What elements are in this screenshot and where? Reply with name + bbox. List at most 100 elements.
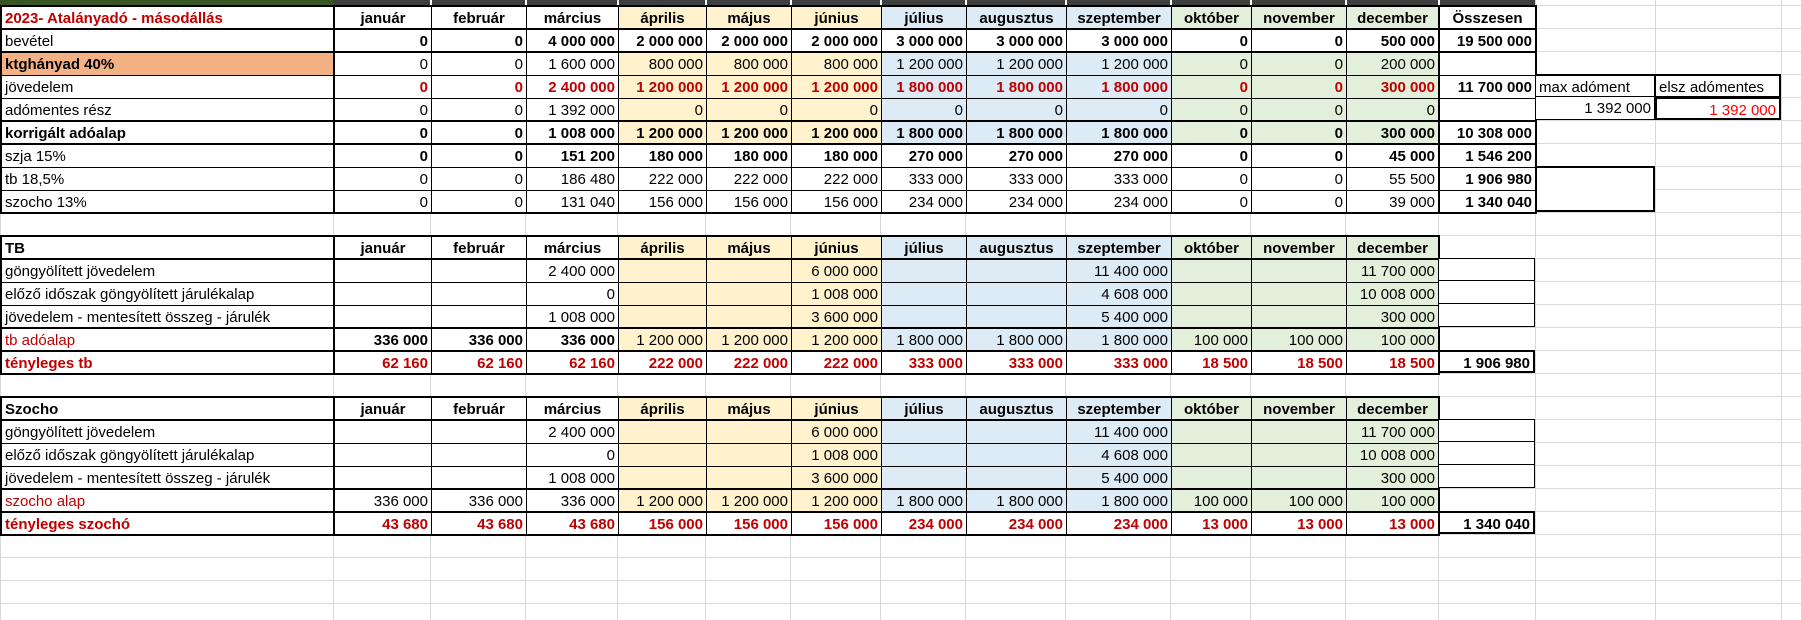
month-header[interactable]: június	[792, 7, 882, 30]
value-cell[interactable]: 3 600 000	[792, 467, 882, 490]
value-cell[interactable]: 0	[1172, 191, 1252, 214]
value-cell[interactable]: 222 000	[707, 352, 792, 375]
value-cell[interactable]: 0	[1172, 122, 1252, 145]
value-cell[interactable]: 0	[1252, 53, 1347, 76]
row-label[interactable]: szja 15%	[2, 145, 335, 168]
value-cell[interactable]: 2 000 000	[707, 30, 792, 53]
value-cell[interactable]: 180 000	[619, 145, 707, 168]
value-cell[interactable]	[707, 421, 792, 444]
row-label[interactable]: göngyölített jövedelem	[2, 260, 335, 283]
value-cell[interactable]: 100 000	[1347, 490, 1440, 513]
value-cell[interactable]: 270 000	[882, 145, 967, 168]
value-cell[interactable]: 0	[1252, 122, 1347, 145]
month-header[interactable]: január	[335, 398, 432, 421]
value-cell[interactable]: 156 000	[792, 191, 882, 214]
value-cell[interactable]: 1 800 000	[967, 122, 1067, 145]
value-cell[interactable]: 800 000	[792, 53, 882, 76]
value-cell[interactable]: 500 000	[1347, 30, 1440, 53]
value-cell[interactable]	[1172, 467, 1252, 490]
row-label[interactable]: adómentes rész	[2, 99, 335, 122]
total-cell[interactable]: 11 700 000	[1440, 76, 1537, 99]
value-cell[interactable]: 100 000	[1172, 490, 1252, 513]
value-cell[interactable]: 11 700 000	[1347, 421, 1440, 444]
value-cell[interactable]: 45 000	[1347, 145, 1440, 168]
value-cell[interactable]: 5 400 000	[1067, 306, 1172, 329]
value-cell[interactable]: 1 200 000	[882, 53, 967, 76]
value-cell[interactable]: 300 000	[1347, 467, 1440, 490]
row-label[interactable]: korrigált adóalap	[2, 122, 335, 145]
month-header[interactable]: július	[882, 7, 967, 30]
value-cell[interactable]	[882, 260, 967, 283]
value-cell[interactable]	[335, 467, 432, 490]
value-cell[interactable]: 1 800 000	[882, 329, 967, 352]
row-label[interactable]: ktghányad 40%	[2, 53, 335, 76]
value-cell[interactable]: 11 400 000	[1067, 260, 1172, 283]
row-label[interactable]: szocho alap	[2, 490, 335, 513]
value-cell[interactable]	[1172, 283, 1252, 306]
month-header[interactable]: február	[432, 7, 527, 30]
value-cell[interactable]: 333 000	[967, 168, 1067, 191]
month-header[interactable]: április	[619, 237, 707, 260]
value-cell[interactable]	[967, 421, 1067, 444]
value-cell[interactable]: 0	[432, 145, 527, 168]
value-cell[interactable]: 0	[792, 99, 882, 122]
value-cell[interactable]	[1172, 444, 1252, 467]
value-cell[interactable]: 0	[707, 99, 792, 122]
value-cell[interactable]	[967, 283, 1067, 306]
value-cell[interactable]: 234 000	[967, 191, 1067, 214]
empty-total-cell[interactable]	[1438, 258, 1535, 281]
value-cell[interactable]: 234 000	[1067, 191, 1172, 214]
value-cell[interactable]: 0	[335, 76, 432, 99]
value-cell[interactable]: 100 000	[1252, 490, 1347, 513]
value-cell[interactable]	[1252, 260, 1347, 283]
value-cell[interactable]: 1 800 000	[1067, 329, 1172, 352]
value-cell[interactable]: 234 000	[967, 513, 1067, 536]
month-header[interactable]: március	[527, 398, 619, 421]
total-cell[interactable]	[1440, 53, 1537, 76]
value-cell[interactable]: 0	[335, 168, 432, 191]
row-label[interactable]: tényleges tb	[2, 352, 335, 375]
value-cell[interactable]: 13 000	[1172, 513, 1252, 536]
value-cell[interactable]: 1 600 000	[527, 53, 619, 76]
month-header[interactable]: május	[707, 7, 792, 30]
value-cell[interactable]: 800 000	[619, 53, 707, 76]
value-cell[interactable]: 11 700 000	[1347, 260, 1440, 283]
month-header[interactable]: július	[882, 237, 967, 260]
row-label[interactable]: jövedelem - mentesített összeg - járulék	[2, 306, 335, 329]
value-cell[interactable]: 0	[1252, 76, 1347, 99]
value-cell[interactable]: 0	[1252, 145, 1347, 168]
value-cell[interactable]	[707, 306, 792, 329]
value-cell[interactable]: 234 000	[882, 191, 967, 214]
elsz-adomentes-header[interactable]: elsz adómentes	[1655, 74, 1781, 97]
value-cell[interactable]: 1 008 000	[527, 306, 619, 329]
value-cell[interactable]: 0	[527, 283, 619, 306]
value-cell[interactable]: 2 400 000	[527, 76, 619, 99]
month-header[interactable]: október	[1172, 398, 1252, 421]
value-cell[interactable]: 300 000	[1347, 306, 1440, 329]
value-cell[interactable]: 0	[1067, 99, 1172, 122]
empty-total-cell[interactable]	[1438, 465, 1535, 488]
value-cell[interactable]: 336 000	[432, 490, 527, 513]
value-cell[interactable]: 333 000	[967, 352, 1067, 375]
value-cell[interactable]	[619, 444, 707, 467]
value-cell[interactable]: 1 200 000	[792, 122, 882, 145]
value-cell[interactable]: 0	[967, 99, 1067, 122]
value-cell[interactable]: 0	[527, 444, 619, 467]
value-cell[interactable]: 336 000	[527, 490, 619, 513]
value-cell[interactable]: 0	[335, 30, 432, 53]
value-cell[interactable]	[967, 444, 1067, 467]
month-header[interactable]: december	[1347, 237, 1440, 260]
value-cell[interactable]: 0	[1172, 99, 1252, 122]
value-cell[interactable]	[967, 306, 1067, 329]
value-cell[interactable]: 1 200 000	[792, 76, 882, 99]
value-cell[interactable]: 62 160	[527, 352, 619, 375]
row-label[interactable]: göngyölített jövedelem	[2, 421, 335, 444]
month-header[interactable]: október	[1172, 237, 1252, 260]
month-header[interactable]: június	[792, 237, 882, 260]
month-header[interactable]: szeptember	[1067, 7, 1172, 30]
value-cell[interactable]	[967, 260, 1067, 283]
value-cell[interactable]: 18 500	[1172, 352, 1252, 375]
month-header[interactable]: október	[1172, 7, 1252, 30]
value-cell[interactable]: 234 000	[1067, 513, 1172, 536]
value-cell[interactable]: 4 608 000	[1067, 444, 1172, 467]
